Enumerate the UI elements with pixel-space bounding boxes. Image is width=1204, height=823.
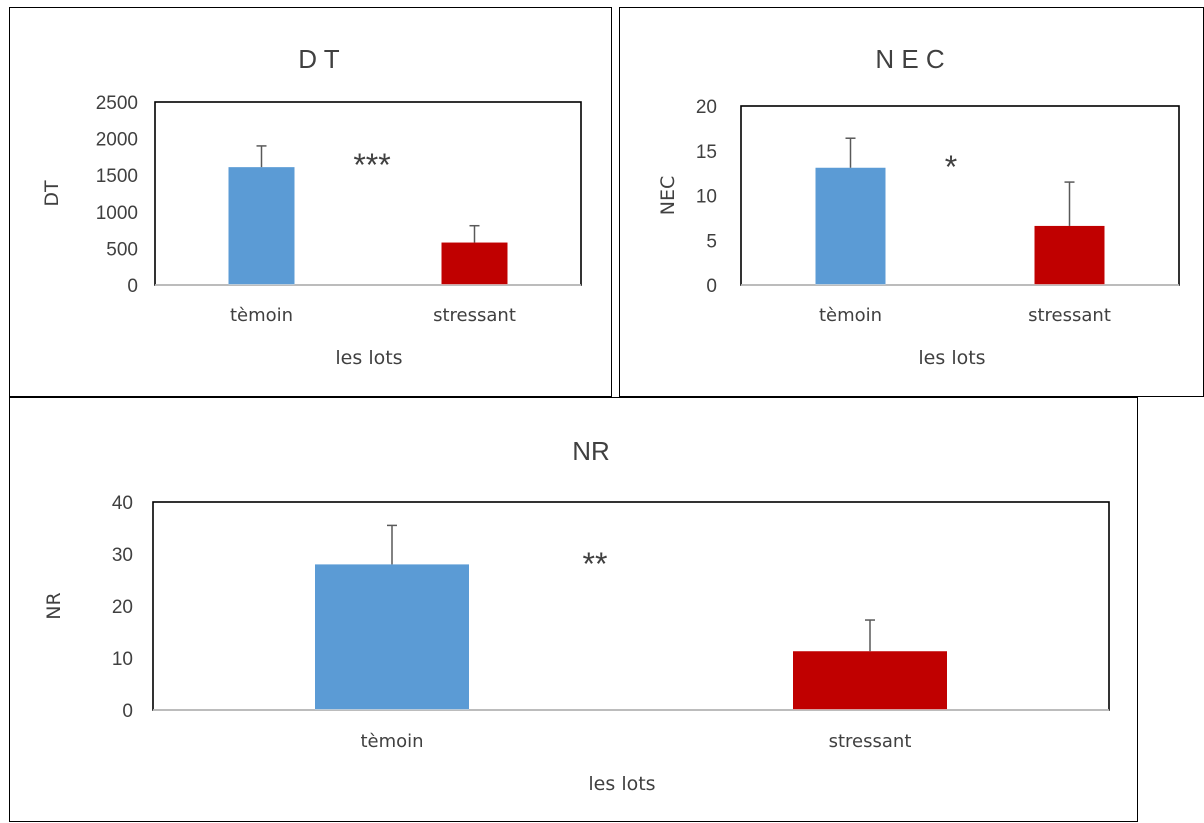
chart-panel-nr: NR 0 10 20 30 40 tèmoin stressant les lots NR ** xyxy=(9,397,1138,822)
y-tick-label: 20 xyxy=(112,597,133,618)
chart-title: NR xyxy=(572,436,610,466)
bar xyxy=(793,651,947,710)
category-label: tèmoin xyxy=(230,305,293,326)
plot-area-border xyxy=(154,101,582,286)
y-tick-label: 10 xyxy=(696,187,717,208)
y-tick-label: 500 xyxy=(106,239,138,260)
plot-area-border xyxy=(152,501,1110,711)
chart-panel-dt: D T 0 500 1000 1500 2000 2500 tèmoin stressant le… xyxy=(9,7,612,397)
chart-title: D T xyxy=(298,44,340,74)
y-tick-label: 10 xyxy=(112,649,133,670)
y-tick-label: 0 xyxy=(127,276,138,297)
y-tick-label: 0 xyxy=(706,276,717,297)
category-label: stressant xyxy=(829,731,912,752)
category-label: tèmoin xyxy=(819,305,882,326)
category-label: stressant xyxy=(433,305,516,326)
bar xyxy=(315,564,469,710)
significance-annotation: *** xyxy=(353,147,390,183)
y-tick-label: 30 xyxy=(112,545,133,566)
y-tick-label: 1000 xyxy=(96,203,138,224)
y-tick-label: 0 xyxy=(122,701,133,722)
y-tick-label: 40 xyxy=(112,493,133,514)
bar xyxy=(815,167,886,285)
x-axis-title: les lots xyxy=(588,773,655,795)
y-tick-label: 1500 xyxy=(96,166,138,187)
category-label: tèmoin xyxy=(360,731,423,752)
y-tick-label: 15 xyxy=(696,142,717,163)
y-axis-title: DT xyxy=(41,180,63,207)
significance-annotation: * xyxy=(945,149,957,185)
x-axis-title: les lots xyxy=(335,347,402,369)
chart-svg-nr: NR 0 10 20 30 40 tèmoin stressant les lots NR ** xyxy=(43,436,1110,795)
chart-panel-nec: N E C 0 5 10 15 20 tèmoin stressant les lots NEC * xyxy=(619,7,1204,397)
y-axis-title: NR xyxy=(43,592,65,619)
y-tick-label: 2500 xyxy=(96,93,138,114)
y-tick-label: 20 xyxy=(696,97,717,118)
chart-svg-nec: N E C 0 5 10 15 20 tèmoin stressant les lots NEC * xyxy=(657,44,1180,369)
bar xyxy=(1034,225,1105,285)
chart-title: N E C xyxy=(875,44,944,74)
y-axis-title: NEC xyxy=(657,176,679,215)
bar xyxy=(441,242,508,285)
y-tick-label: 2000 xyxy=(96,130,138,151)
chart-svg-dt: D T 0 500 1000 1500 2000 2500 tèmoin stressant le… xyxy=(41,44,582,369)
y-tick-label: 5 xyxy=(706,231,717,252)
plot-area-border xyxy=(740,105,1180,286)
category-label: stressant xyxy=(1028,305,1111,326)
significance-annotation: ** xyxy=(583,546,608,582)
x-axis-title: les lots xyxy=(918,347,985,369)
bar xyxy=(228,167,295,285)
